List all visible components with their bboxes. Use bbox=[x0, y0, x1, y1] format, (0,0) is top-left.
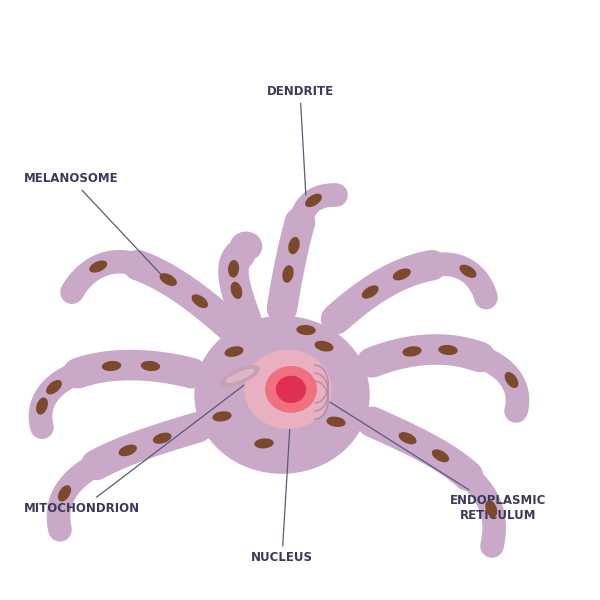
Text: MELANOCYTE: MELANOCYTE bbox=[152, 17, 448, 55]
Ellipse shape bbox=[59, 486, 70, 501]
Ellipse shape bbox=[232, 283, 242, 298]
Circle shape bbox=[230, 232, 262, 260]
Ellipse shape bbox=[154, 433, 171, 443]
Ellipse shape bbox=[160, 274, 176, 286]
Ellipse shape bbox=[362, 286, 378, 298]
Circle shape bbox=[195, 317, 369, 473]
Ellipse shape bbox=[142, 362, 160, 370]
Ellipse shape bbox=[460, 265, 476, 277]
Ellipse shape bbox=[400, 433, 416, 443]
Ellipse shape bbox=[192, 295, 207, 307]
Ellipse shape bbox=[433, 450, 448, 461]
Ellipse shape bbox=[297, 326, 315, 334]
Ellipse shape bbox=[37, 398, 47, 414]
Ellipse shape bbox=[221, 366, 259, 386]
Text: NUCLEUS: NUCLEUS bbox=[251, 411, 313, 565]
Ellipse shape bbox=[439, 346, 457, 355]
Text: DENDRITE: DENDRITE bbox=[266, 85, 334, 195]
Ellipse shape bbox=[486, 501, 497, 517]
Ellipse shape bbox=[315, 341, 333, 351]
Ellipse shape bbox=[90, 261, 107, 272]
Text: MELANOSOME: MELANOSOME bbox=[24, 172, 163, 277]
Ellipse shape bbox=[47, 380, 61, 394]
Ellipse shape bbox=[394, 269, 410, 280]
Ellipse shape bbox=[289, 238, 299, 254]
Ellipse shape bbox=[306, 194, 321, 206]
Text: ENDOPLASMIC
RETICULUM: ENDOPLASMIC RETICULUM bbox=[329, 401, 546, 522]
Ellipse shape bbox=[119, 445, 136, 455]
Text: MITOCHONDRION: MITOCHONDRION bbox=[24, 383, 247, 515]
Ellipse shape bbox=[403, 347, 421, 356]
Circle shape bbox=[245, 350, 331, 428]
Ellipse shape bbox=[327, 418, 345, 426]
Circle shape bbox=[266, 367, 316, 412]
Ellipse shape bbox=[226, 370, 254, 382]
Ellipse shape bbox=[283, 266, 293, 282]
Ellipse shape bbox=[225, 347, 243, 356]
Ellipse shape bbox=[103, 362, 121, 370]
Ellipse shape bbox=[213, 412, 231, 421]
Ellipse shape bbox=[255, 439, 273, 448]
Ellipse shape bbox=[229, 261, 238, 277]
Ellipse shape bbox=[505, 373, 518, 387]
Circle shape bbox=[277, 376, 305, 403]
